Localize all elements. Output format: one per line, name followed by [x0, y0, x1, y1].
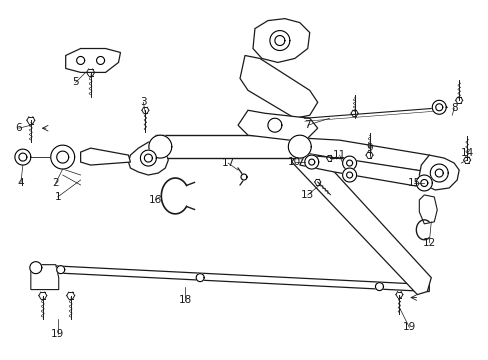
Polygon shape	[31, 265, 428, 292]
Polygon shape	[342, 168, 356, 182]
Polygon shape	[140, 150, 156, 166]
Polygon shape	[148, 135, 171, 158]
Polygon shape	[97, 57, 104, 64]
Polygon shape	[419, 155, 458, 190]
Polygon shape	[51, 145, 75, 169]
Polygon shape	[429, 164, 447, 182]
Text: 10: 10	[287, 157, 301, 167]
Polygon shape	[415, 175, 431, 191]
Polygon shape	[288, 135, 310, 158]
Text: 11: 11	[332, 150, 346, 160]
Text: 12: 12	[422, 238, 435, 248]
Polygon shape	[342, 156, 356, 170]
Polygon shape	[291, 145, 430, 294]
Polygon shape	[238, 110, 317, 140]
Polygon shape	[77, 57, 84, 64]
Polygon shape	[431, 100, 446, 114]
Polygon shape	[375, 283, 383, 291]
Polygon shape	[346, 172, 352, 178]
Polygon shape	[274, 36, 285, 45]
Text: 7: 7	[304, 120, 310, 130]
Polygon shape	[196, 274, 203, 282]
Polygon shape	[419, 195, 436, 224]
Text: 6: 6	[16, 123, 22, 133]
Polygon shape	[65, 49, 120, 72]
Text: 14: 14	[460, 148, 473, 158]
Text: 13: 13	[301, 190, 314, 200]
Polygon shape	[299, 138, 436, 172]
Bar	[155, 135, 304, 158]
Text: 3: 3	[140, 97, 146, 107]
Polygon shape	[308, 159, 314, 165]
Polygon shape	[435, 104, 442, 111]
Text: 19: 19	[402, 323, 415, 332]
Polygon shape	[241, 174, 246, 180]
Text: 15: 15	[407, 178, 420, 188]
Polygon shape	[81, 148, 130, 165]
Polygon shape	[57, 266, 64, 274]
Polygon shape	[31, 265, 59, 289]
Polygon shape	[269, 31, 289, 50]
Polygon shape	[144, 154, 152, 162]
Polygon shape	[299, 155, 434, 188]
Text: 2: 2	[52, 178, 59, 188]
Text: 19: 19	[51, 329, 64, 339]
Text: 17: 17	[221, 158, 234, 168]
Polygon shape	[57, 151, 68, 163]
Polygon shape	[267, 118, 281, 132]
Text: 18: 18	[178, 294, 191, 305]
Polygon shape	[304, 155, 318, 169]
Polygon shape	[346, 160, 352, 166]
Polygon shape	[30, 262, 41, 274]
Polygon shape	[420, 180, 427, 186]
Text: 5: 5	[72, 77, 79, 87]
Polygon shape	[434, 169, 442, 177]
Text: 4: 4	[18, 178, 24, 188]
Polygon shape	[15, 149, 31, 165]
Text: 1: 1	[54, 192, 61, 202]
Polygon shape	[128, 140, 168, 175]
Polygon shape	[240, 55, 317, 118]
Text: 9: 9	[366, 143, 372, 153]
Polygon shape	[19, 153, 27, 161]
Text: 16: 16	[148, 195, 162, 205]
Text: 8: 8	[450, 103, 457, 113]
Polygon shape	[252, 19, 309, 62]
